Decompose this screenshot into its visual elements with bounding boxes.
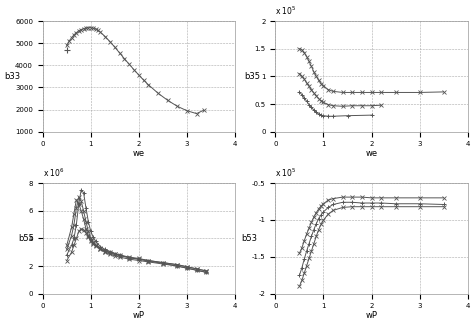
X-axis label: wP: wP	[365, 311, 377, 320]
X-axis label: wP: wP	[133, 311, 145, 320]
Text: x 10$^6$: x 10$^6$	[43, 166, 64, 179]
Y-axis label: b33: b33	[4, 72, 20, 81]
Text: x 10$^5$: x 10$^5$	[275, 4, 297, 17]
Y-axis label: b55: b55	[18, 234, 34, 243]
X-axis label: we: we	[133, 149, 145, 158]
X-axis label: we: we	[365, 149, 378, 158]
Text: x 10$^5$: x 10$^5$	[275, 166, 297, 179]
Y-axis label: b35: b35	[244, 72, 260, 81]
Y-axis label: b53: b53	[241, 234, 257, 243]
